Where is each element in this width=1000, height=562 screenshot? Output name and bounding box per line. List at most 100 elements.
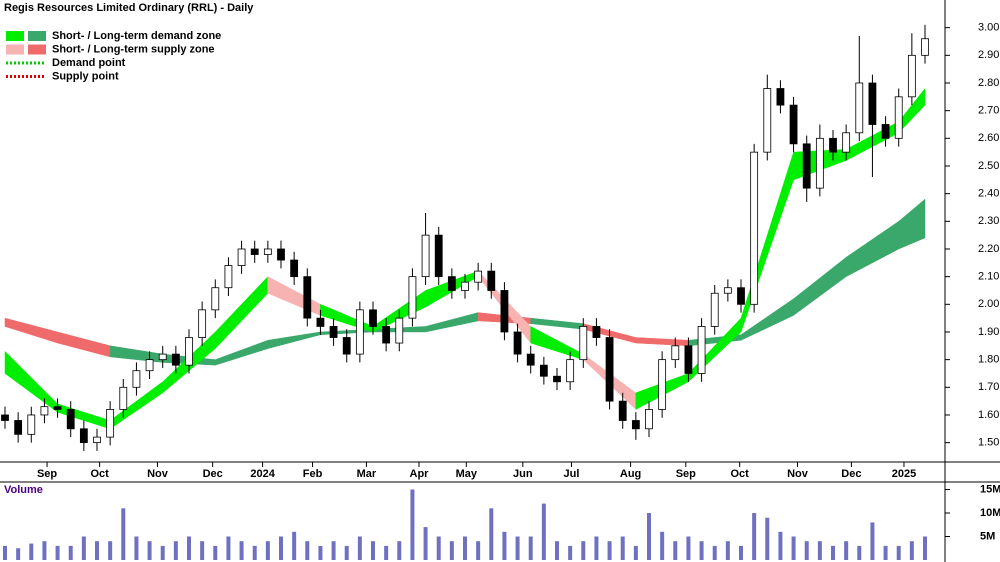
y-tick-label: 2.50	[978, 160, 999, 172]
candle-body	[881, 124, 890, 139]
y-tick-label: 2.70	[978, 105, 999, 117]
candle-body	[14, 420, 23, 435]
volume-bar	[817, 541, 822, 560]
volume-bar	[909, 541, 914, 560]
volume-bar	[857, 545, 862, 560]
volume-bar	[108, 541, 113, 560]
candle-body	[829, 137, 837, 153]
x-tick-label: Nov	[147, 468, 169, 480]
volume-bar	[502, 531, 507, 560]
candle-body	[277, 248, 285, 261]
y-tick-label: 2.40	[978, 188, 999, 200]
volume-bar	[752, 513, 757, 560]
candle-body	[737, 287, 745, 305]
volume-bar	[620, 536, 625, 560]
x-tick-label: Oct	[90, 468, 109, 480]
volume-bar	[3, 545, 7, 560]
volume-bar	[134, 536, 139, 560]
candle-body	[171, 353, 180, 366]
candle-body	[27, 414, 36, 435]
candle-body	[776, 88, 785, 106]
candle-body	[684, 345, 693, 374]
volume-bar	[397, 541, 402, 560]
volume-bar	[607, 541, 612, 560]
volume-bar	[804, 541, 809, 560]
candle-body	[671, 345, 680, 361]
candle-body	[53, 406, 62, 410]
candle-body	[40, 406, 49, 416]
candle-body	[132, 370, 141, 388]
volume-bar	[844, 541, 849, 560]
y-tick-label: 2.10	[978, 271, 999, 283]
volume-bar	[765, 517, 770, 560]
candle-body	[579, 326, 588, 361]
candle-body	[408, 276, 417, 319]
candle-body	[907, 54, 916, 98]
candle-body	[290, 259, 299, 278]
volume-bar	[279, 536, 283, 560]
candle-body	[553, 375, 561, 383]
candle-body	[198, 309, 207, 338]
x-tick-label: Jul	[564, 468, 580, 480]
volume-bar	[357, 536, 362, 560]
volume-bar	[331, 541, 336, 560]
candle-body	[79, 428, 88, 444]
y-tick-label: 2.60	[978, 132, 999, 144]
volume-bar	[555, 541, 559, 560]
candle-body	[710, 292, 719, 327]
candle-body	[224, 265, 233, 289]
candle-body	[106, 409, 115, 438]
volume-panel: 5M 10M 15M	[3, 483, 1000, 560]
volume-bar	[449, 541, 454, 560]
candle-body	[237, 248, 246, 266]
x-tick-label: 2025	[892, 468, 916, 480]
candle-body	[566, 359, 575, 383]
volume-bar	[29, 543, 34, 560]
y-tick-label: 1.80	[978, 354, 999, 366]
x-tick-label: Dec	[841, 468, 861, 480]
candle-body	[842, 132, 851, 153]
candle-body	[250, 248, 259, 255]
candle-body	[342, 337, 351, 355]
volume-bar	[581, 541, 586, 560]
volume-bar	[371, 541, 375, 560]
candle-body	[145, 359, 154, 372]
volume-bar	[55, 545, 60, 560]
y-tick-label: 5M	[980, 530, 995, 542]
volume-bar	[633, 545, 638, 560]
candle-body	[1, 414, 9, 421]
volume-bar	[252, 545, 257, 560]
volume-bar	[660, 531, 665, 560]
x-tick-label: Jun	[513, 468, 533, 480]
x-tick-label: Feb	[303, 468, 323, 480]
x-tick-label: Aug	[620, 468, 641, 480]
candle-body	[894, 96, 903, 139]
legend-label: Short- / Long-term supply zone	[52, 43, 215, 55]
volume-bar	[147, 541, 152, 560]
candle-body	[750, 151, 759, 305]
candle-body	[605, 337, 614, 402]
volume-bar	[673, 541, 678, 560]
y-tick-label: 2.00	[978, 298, 999, 310]
volume-bar	[42, 541, 47, 560]
legend-label: Short- / Long-term demand zone	[52, 30, 221, 42]
volume-bar	[121, 508, 126, 560]
volume-bar	[265, 541, 270, 560]
y-tick-label: 2.80	[978, 77, 999, 89]
y-tick-label: 3.00	[978, 22, 999, 34]
volume-bar	[463, 536, 467, 560]
candle-body	[185, 337, 193, 366]
candle-body	[697, 326, 706, 374]
candle-body	[658, 359, 667, 410]
candle-body	[263, 248, 272, 255]
candle-body	[645, 409, 653, 430]
volume-bar	[476, 541, 481, 560]
candle-body	[631, 420, 640, 430]
candle-body	[618, 400, 627, 421]
volume-bar	[923, 536, 927, 560]
chart-title: Regis Resources Limited Ordinary (RRL) -…	[4, 2, 254, 14]
volume-bar	[739, 545, 743, 560]
x-tick-label: Apr	[410, 468, 430, 480]
volume-bar	[410, 489, 415, 560]
